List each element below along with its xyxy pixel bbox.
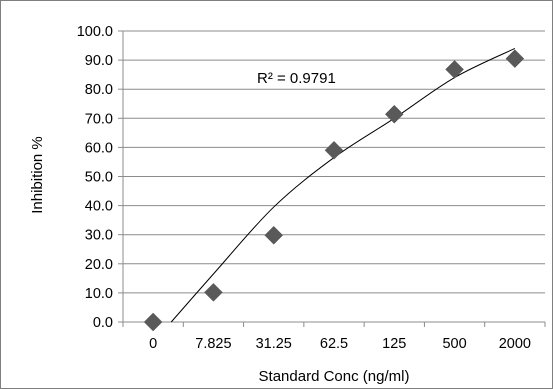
y-tick-label: 50.0 [85, 170, 113, 186]
x-tick-label: 125 [382, 336, 406, 352]
data-points [143, 49, 525, 332]
y-tick-label: 30.0 [85, 228, 113, 244]
x-axis-label: Standard Conc (ng/ml) [259, 368, 410, 385]
y-tick-labels: 0.0 10.0 20.0 30.0 40.0 50.0 60.0 70.0 80.0 90.0 1… [77, 24, 113, 331]
y-tick-label: 10.0 [85, 286, 113, 302]
x-tick-label: 31.25 [256, 336, 292, 352]
data-point-62.5 [324, 140, 344, 160]
data-point-31.25 [264, 225, 284, 245]
data-point-0 [143, 312, 163, 332]
data-point-125 [384, 104, 404, 124]
data-point-2000 [505, 49, 525, 68]
y-tick-label: 0.0 [93, 315, 113, 331]
data-point-500 [445, 60, 464, 79]
x-tick-label: 500 [442, 336, 466, 352]
y-tick-label: 100.0 [77, 24, 113, 40]
axes [118, 30, 546, 327]
x-tick-label: 2000 [499, 336, 531, 352]
x-tick-label: 62.5 [320, 336, 348, 352]
y-tick-label: 90.0 [85, 53, 113, 69]
y-axis-label: Inhibition % [29, 136, 46, 214]
y-tick-label: 60.0 [85, 140, 113, 156]
y-tick-label: 20.0 [85, 257, 113, 273]
y-tick-label: 70.0 [85, 111, 113, 127]
data-point-7.825 [204, 282, 223, 302]
y-tick-label: 80.0 [85, 82, 113, 98]
gridlines [123, 30, 545, 294]
r-squared-label: R² = 0.9791 [257, 70, 336, 87]
x-tick-label: 7.825 [195, 336, 231, 352]
y-tick-label: 40.0 [85, 199, 113, 215]
x-tick-labels: 0 7.825 31.25 62.5 125 500 2000 [149, 336, 531, 352]
x-tick-label: 0 [149, 336, 157, 352]
